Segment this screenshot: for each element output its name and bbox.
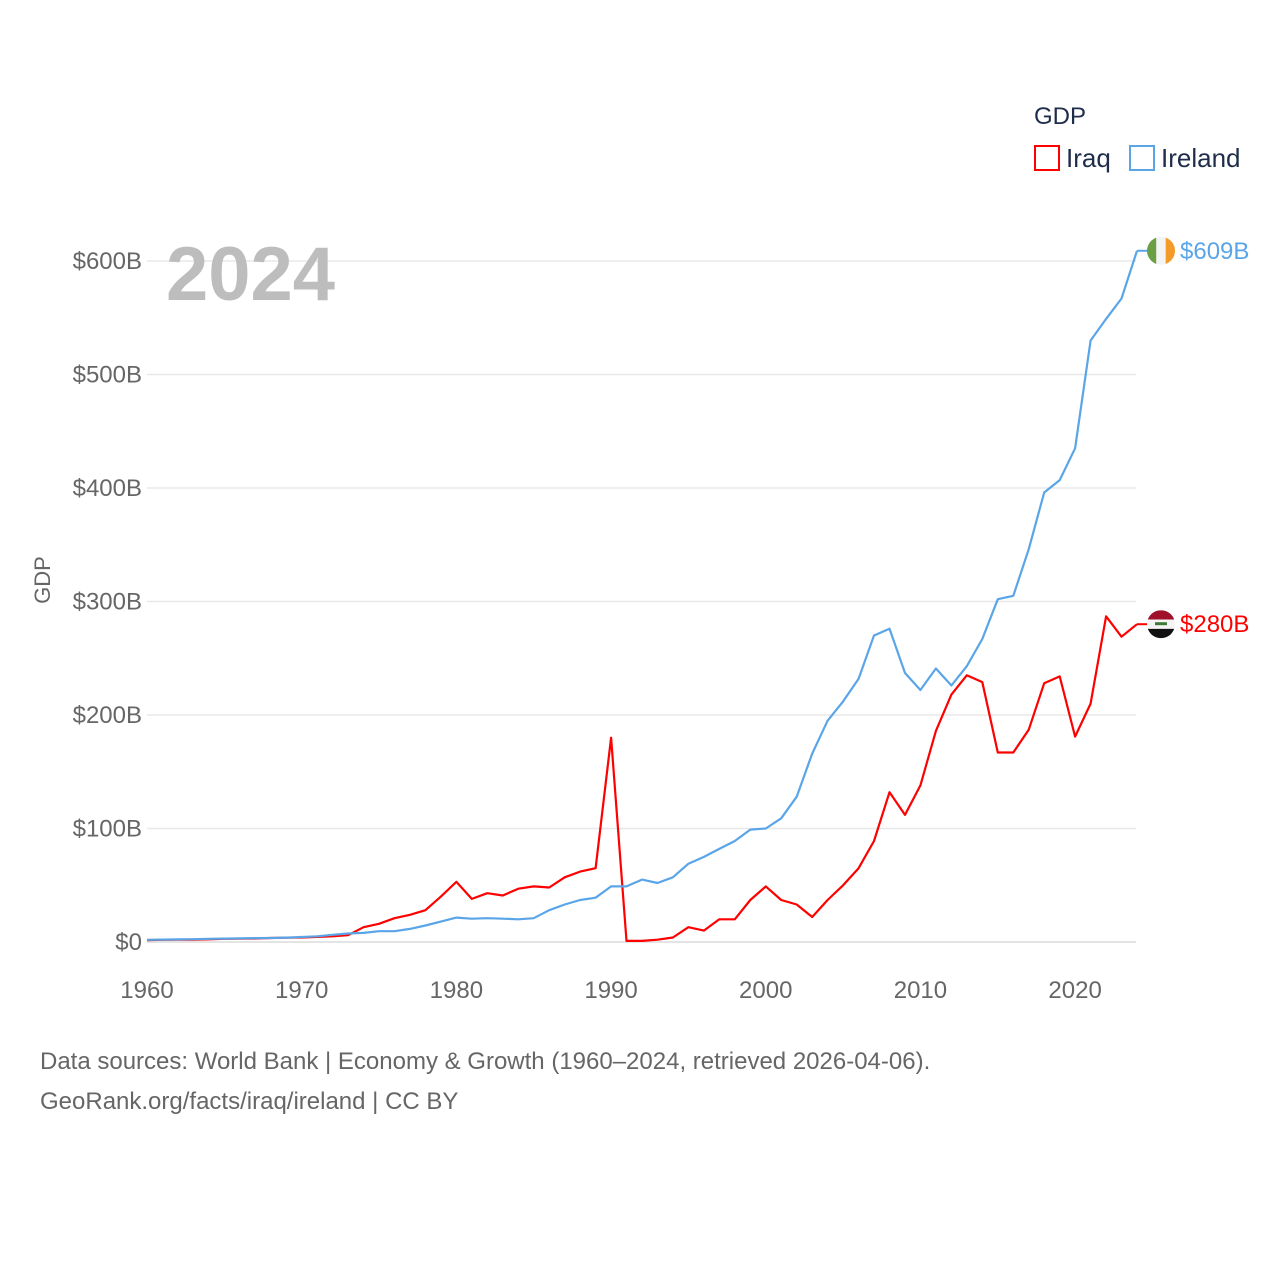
legend-item-ireland[interactable]: Ireland xyxy=(1129,143,1241,173)
legend-label-iraq: Iraq xyxy=(1066,143,1111,173)
y-tick-label: $200B xyxy=(73,702,142,729)
legend-item-iraq[interactable]: Iraq xyxy=(1034,143,1111,173)
x-tick-label: 1990 xyxy=(584,977,637,1004)
legend-title: GDP xyxy=(1034,103,1086,130)
y-tick-label: $500B xyxy=(73,362,142,389)
y-tick-label: $100B xyxy=(73,816,142,843)
x-tick-label: 1980 xyxy=(430,977,483,1004)
end-label-ireland: $609B xyxy=(1180,238,1249,265)
year-label: 2024 xyxy=(166,232,335,317)
y-axis-label: GDP xyxy=(30,556,55,604)
flag-ireland-icon xyxy=(1147,236,1175,265)
y-tick-label: $400B xyxy=(73,475,142,502)
legend-label-ireland: Ireland xyxy=(1161,143,1241,173)
gdp-line-chart: $0 $100B $200B $300B $400B $500B $600B 1960 197… xyxy=(30,103,1249,1004)
y-tick-label: $600B xyxy=(73,248,142,275)
legend: GDP Iraq Ireland xyxy=(1034,103,1241,173)
source-line-2[interactable]: GeoRank.org/facts/iraq/ireland | CC BY xyxy=(40,1088,459,1115)
x-tick-label: 2000 xyxy=(739,977,792,1004)
x-tick-label: 2010 xyxy=(894,977,947,1004)
y-tick-label: $0 xyxy=(115,929,142,956)
legend-swatch-ireland xyxy=(1129,145,1155,171)
source-line-1: Data sources: World Bank | Economy & Gro… xyxy=(40,1048,931,1075)
legend-swatch-iraq xyxy=(1034,145,1060,171)
source-note: Data sources: World Bank | Economy & Gro… xyxy=(40,1042,930,1122)
y-tick-label: $300B xyxy=(73,589,142,616)
x-tick-label: 1970 xyxy=(275,977,328,1004)
x-tick-label: 1960 xyxy=(120,977,173,1004)
series-line-iraq xyxy=(146,615,1138,943)
flag-iraq-icon xyxy=(1147,610,1175,639)
x-tick-label: 2020 xyxy=(1048,977,1101,1004)
end-label-iraq: $280B xyxy=(1180,611,1249,638)
series-line-ireland xyxy=(146,250,1139,941)
